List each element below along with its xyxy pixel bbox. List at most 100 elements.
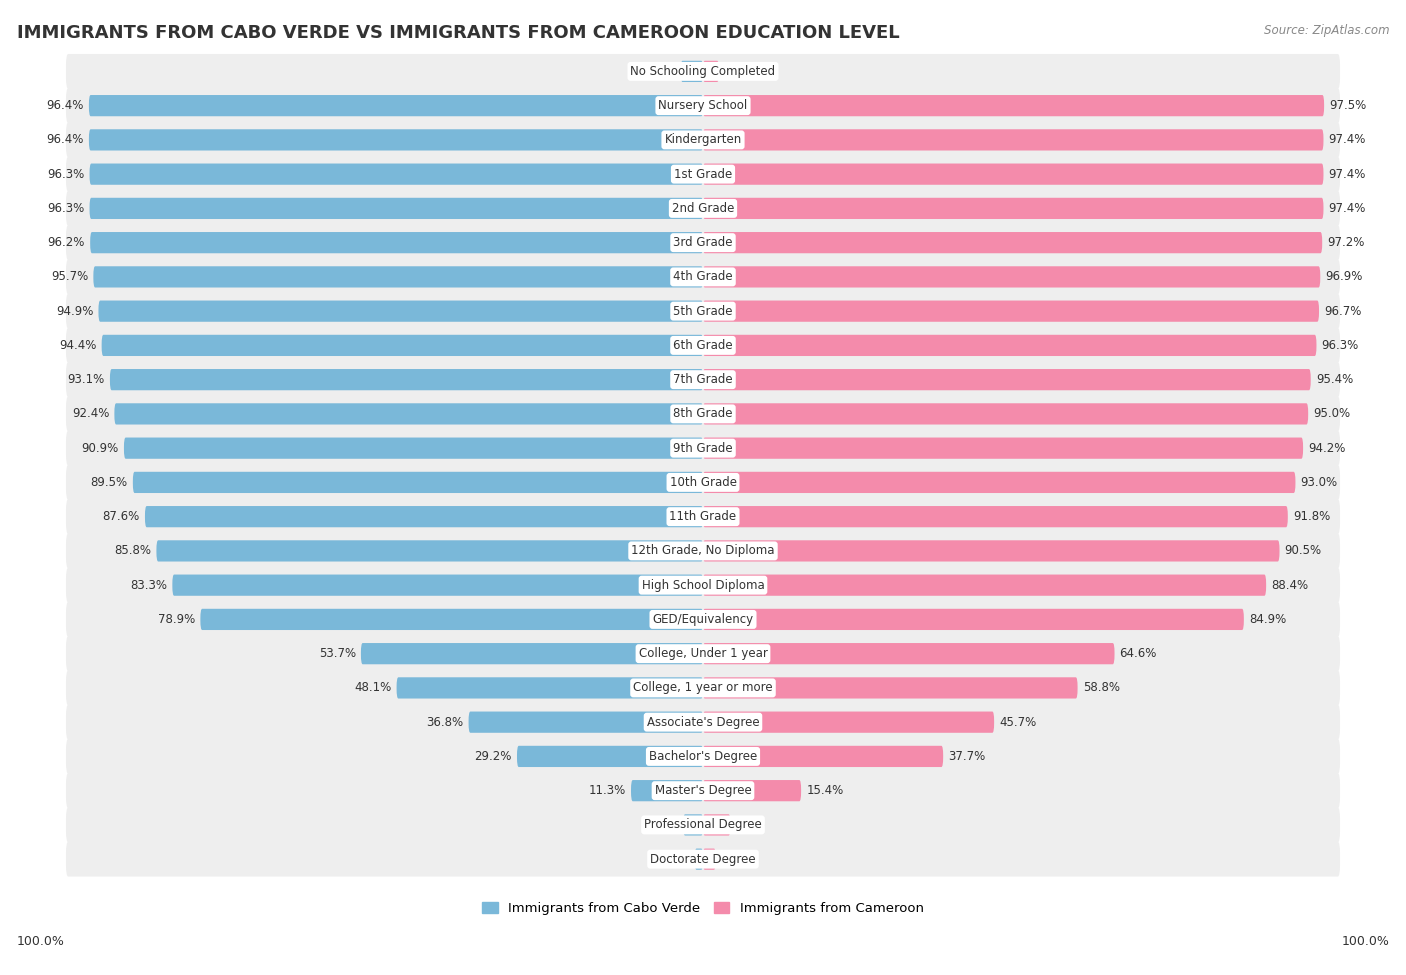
FancyBboxPatch shape (66, 259, 1340, 294)
FancyBboxPatch shape (66, 567, 1340, 603)
FancyBboxPatch shape (703, 334, 1316, 356)
Text: 95.4%: 95.4% (1316, 373, 1353, 386)
FancyBboxPatch shape (66, 293, 1340, 329)
Text: Doctorate Degree: Doctorate Degree (650, 853, 756, 866)
Text: Professional Degree: Professional Degree (644, 818, 762, 832)
Text: 1.3%: 1.3% (659, 853, 689, 866)
FancyBboxPatch shape (703, 848, 716, 870)
FancyBboxPatch shape (89, 130, 703, 150)
FancyBboxPatch shape (66, 499, 1340, 534)
FancyBboxPatch shape (703, 404, 1308, 424)
Text: 97.4%: 97.4% (1329, 202, 1367, 214)
Text: 1st Grade: 1st Grade (673, 168, 733, 180)
Text: 11th Grade: 11th Grade (669, 510, 737, 524)
FancyBboxPatch shape (703, 130, 1323, 150)
FancyBboxPatch shape (101, 334, 703, 356)
Text: 29.2%: 29.2% (474, 750, 512, 762)
Text: 3rd Grade: 3rd Grade (673, 236, 733, 250)
FancyBboxPatch shape (66, 157, 1340, 191)
FancyBboxPatch shape (145, 506, 703, 527)
FancyBboxPatch shape (703, 232, 1322, 254)
FancyBboxPatch shape (66, 739, 1340, 774)
Text: 91.8%: 91.8% (1294, 510, 1330, 524)
Text: 88.4%: 88.4% (1271, 578, 1309, 592)
Text: IMMIGRANTS FROM CABO VERDE VS IMMIGRANTS FROM CAMEROON EDUCATION LEVEL: IMMIGRANTS FROM CABO VERDE VS IMMIGRANTS… (17, 24, 900, 42)
Text: 89.5%: 89.5% (90, 476, 128, 488)
Text: 48.1%: 48.1% (354, 682, 391, 694)
Text: 96.3%: 96.3% (48, 168, 84, 180)
Text: 6th Grade: 6th Grade (673, 339, 733, 352)
Text: 7th Grade: 7th Grade (673, 373, 733, 386)
FancyBboxPatch shape (703, 814, 730, 836)
FancyBboxPatch shape (703, 198, 1323, 219)
Text: 2.5%: 2.5% (724, 65, 754, 78)
FancyBboxPatch shape (66, 225, 1340, 260)
FancyBboxPatch shape (66, 773, 1340, 808)
Text: 94.9%: 94.9% (56, 304, 93, 318)
FancyBboxPatch shape (703, 712, 994, 733)
FancyBboxPatch shape (468, 712, 703, 733)
Text: 9th Grade: 9th Grade (673, 442, 733, 454)
Text: 96.4%: 96.4% (46, 99, 84, 112)
FancyBboxPatch shape (66, 363, 1340, 397)
Text: 97.2%: 97.2% (1327, 236, 1365, 250)
FancyBboxPatch shape (173, 574, 703, 596)
Text: 4th Grade: 4th Grade (673, 270, 733, 284)
Text: 95.7%: 95.7% (51, 270, 89, 284)
Text: College, 1 year or more: College, 1 year or more (633, 682, 773, 694)
FancyBboxPatch shape (703, 644, 1115, 664)
FancyBboxPatch shape (703, 608, 1244, 630)
FancyBboxPatch shape (681, 60, 703, 82)
Text: Kindergarten: Kindergarten (665, 134, 741, 146)
FancyBboxPatch shape (703, 540, 1279, 562)
Text: 64.6%: 64.6% (1119, 647, 1157, 660)
FancyBboxPatch shape (132, 472, 703, 493)
Text: 96.4%: 96.4% (46, 134, 84, 146)
Text: 2.0%: 2.0% (721, 853, 751, 866)
Text: Bachelor's Degree: Bachelor's Degree (650, 750, 756, 762)
FancyBboxPatch shape (66, 431, 1340, 466)
Text: 96.9%: 96.9% (1326, 270, 1362, 284)
Text: 96.3%: 96.3% (48, 202, 84, 214)
Text: Source: ZipAtlas.com: Source: ZipAtlas.com (1264, 24, 1389, 37)
FancyBboxPatch shape (114, 404, 703, 424)
FancyBboxPatch shape (683, 814, 703, 836)
Text: GED/Equivalency: GED/Equivalency (652, 613, 754, 626)
Text: 94.2%: 94.2% (1308, 442, 1346, 454)
FancyBboxPatch shape (124, 438, 703, 459)
Text: 93.0%: 93.0% (1301, 476, 1337, 488)
FancyBboxPatch shape (90, 232, 703, 254)
Text: 10th Grade: 10th Grade (669, 476, 737, 488)
FancyBboxPatch shape (703, 60, 718, 82)
Text: Nursery School: Nursery School (658, 99, 748, 112)
FancyBboxPatch shape (66, 88, 1340, 123)
Text: 92.4%: 92.4% (72, 408, 110, 420)
FancyBboxPatch shape (695, 848, 703, 870)
Text: Associate's Degree: Associate's Degree (647, 716, 759, 728)
Text: 87.6%: 87.6% (103, 510, 139, 524)
Text: 12th Grade, No Diploma: 12th Grade, No Diploma (631, 544, 775, 558)
Text: 36.8%: 36.8% (426, 716, 464, 728)
FancyBboxPatch shape (66, 602, 1340, 637)
Text: 15.4%: 15.4% (806, 784, 844, 798)
Text: 53.7%: 53.7% (319, 647, 356, 660)
FancyBboxPatch shape (90, 164, 703, 184)
FancyBboxPatch shape (703, 746, 943, 767)
Text: Master's Degree: Master's Degree (655, 784, 751, 798)
Text: 11.3%: 11.3% (589, 784, 626, 798)
Text: 3.5%: 3.5% (645, 65, 676, 78)
FancyBboxPatch shape (89, 95, 703, 116)
FancyBboxPatch shape (90, 198, 703, 219)
Text: College, Under 1 year: College, Under 1 year (638, 647, 768, 660)
Text: No Schooling Completed: No Schooling Completed (630, 65, 776, 78)
FancyBboxPatch shape (93, 266, 703, 288)
Text: 96.2%: 96.2% (48, 236, 86, 250)
Legend: Immigrants from Cabo Verde, Immigrants from Cameroon: Immigrants from Cabo Verde, Immigrants f… (477, 897, 929, 920)
Text: 78.9%: 78.9% (157, 613, 195, 626)
FancyBboxPatch shape (98, 300, 703, 322)
FancyBboxPatch shape (66, 397, 1340, 431)
Text: 2nd Grade: 2nd Grade (672, 202, 734, 214)
FancyBboxPatch shape (66, 841, 1340, 877)
Text: 100.0%: 100.0% (1341, 935, 1389, 948)
Text: 8th Grade: 8th Grade (673, 408, 733, 420)
